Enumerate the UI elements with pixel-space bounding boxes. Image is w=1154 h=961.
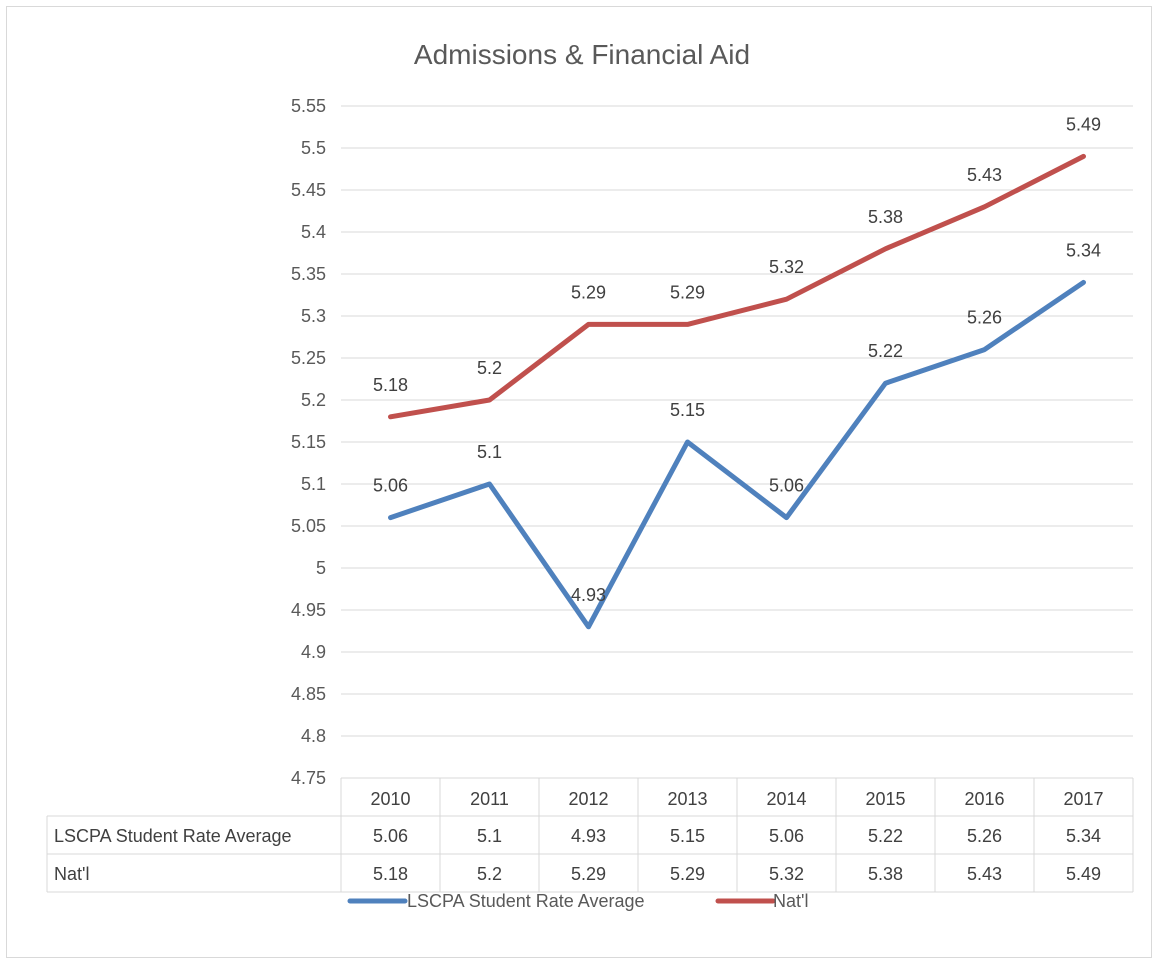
data-label: 5.49 [1066,114,1101,134]
data-label: 5.22 [868,341,903,361]
y-tick-label: 4.85 [291,684,326,704]
x-category-label: 2015 [865,789,905,809]
y-tick-label: 5.3 [301,306,326,326]
y-tick-label: 5.25 [291,348,326,368]
data-label: 5.2 [477,358,502,378]
y-tick-label: 5.15 [291,432,326,452]
data-label: 5.15 [670,400,705,420]
table-cell: 5.38 [868,864,903,884]
legend: LSCPA Student Rate Average Nat'l [347,891,808,911]
gridlines [341,105,1133,737]
y-tick-label: 4.9 [301,642,326,662]
y-tick-label: 5.35 [291,264,326,284]
table-cell: 5.34 [1066,826,1101,846]
y-tick-label: 4.75 [291,768,326,788]
table-cell: 5.29 [571,864,606,884]
y-axis: 4.75 4.8 4.85 4.9 4.95 5 5.05 5.1 5.15 5.2 5.25 5.3… [291,96,326,788]
series-line [388,153,1086,420]
y-tick-label: 5.5 [301,138,326,158]
y-tick-label: 5 [316,558,326,578]
x-category-label: 2011 [470,789,509,809]
table-cell: 5.18 [373,864,408,884]
data-label: 4.93 [571,585,606,605]
table-cell: 5.2 [477,864,502,884]
table-cell: 5.15 [670,826,705,846]
data-label: 5.06 [769,476,804,496]
table-cell: 5.22 [868,826,903,846]
x-category-label: 2013 [667,789,707,809]
data-label: 5.29 [670,282,705,302]
y-tick-label: 5.2 [301,390,326,410]
data-label: 5.32 [769,257,804,277]
data-label: 5.06 [373,476,408,496]
y-tick-label: 4.8 [301,726,326,746]
y-tick-label: 5.1 [301,474,326,494]
data-table: 2010 2011 2012 2013 2014 2015 2016 2017 LSCPA St… [46,777,1134,893]
x-category-label: 2012 [568,789,608,809]
data-label: 5.26 [967,308,1002,328]
data-label: 5.1 [477,442,502,462]
legend-label: LSCPA Student Rate Average [407,891,645,911]
series-lines [388,153,1086,630]
series-line [388,279,1086,630]
table-cell: 5.43 [967,864,1002,884]
table-cell: 5.06 [373,826,408,846]
data-label: 5.29 [571,282,606,302]
table-cell: 4.93 [571,826,606,846]
table-cell: 5.29 [670,864,705,884]
y-tick-label: 5.05 [291,516,326,536]
data-label: 5.43 [967,165,1002,185]
x-category-label: 2017 [1063,789,1103,809]
x-category-label: 2010 [370,789,410,809]
x-category-label: 2016 [964,789,1004,809]
chart-frame [6,6,1152,958]
legend-label: Nat'l [773,891,808,911]
y-tick-label: 5.55 [291,96,326,116]
data-label: 5.34 [1066,240,1101,260]
chart-title: Admissions & Financial Aid [414,39,750,70]
table-cell: 5.32 [769,864,804,884]
table-cell: 5.49 [1066,864,1101,884]
table-series-name: Nat'l [54,864,89,884]
table-cell: 5.26 [967,826,1002,846]
y-tick-label: 5.45 [291,180,326,200]
table-cell: 5.06 [769,826,804,846]
table-series-name: LSCPA Student Rate Average [54,826,292,846]
y-tick-label: 4.95 [291,600,326,620]
y-tick-label: 5.4 [301,222,326,242]
data-label: 5.18 [373,375,408,395]
data-labels: 5.06 5.1 4.93 5.15 5.06 5.22 5.26 5.34 5.18 5.2 5.… [373,114,1101,604]
x-category-label: 2014 [766,789,806,809]
data-label: 5.38 [868,207,903,227]
table-cell: 5.1 [477,826,502,846]
